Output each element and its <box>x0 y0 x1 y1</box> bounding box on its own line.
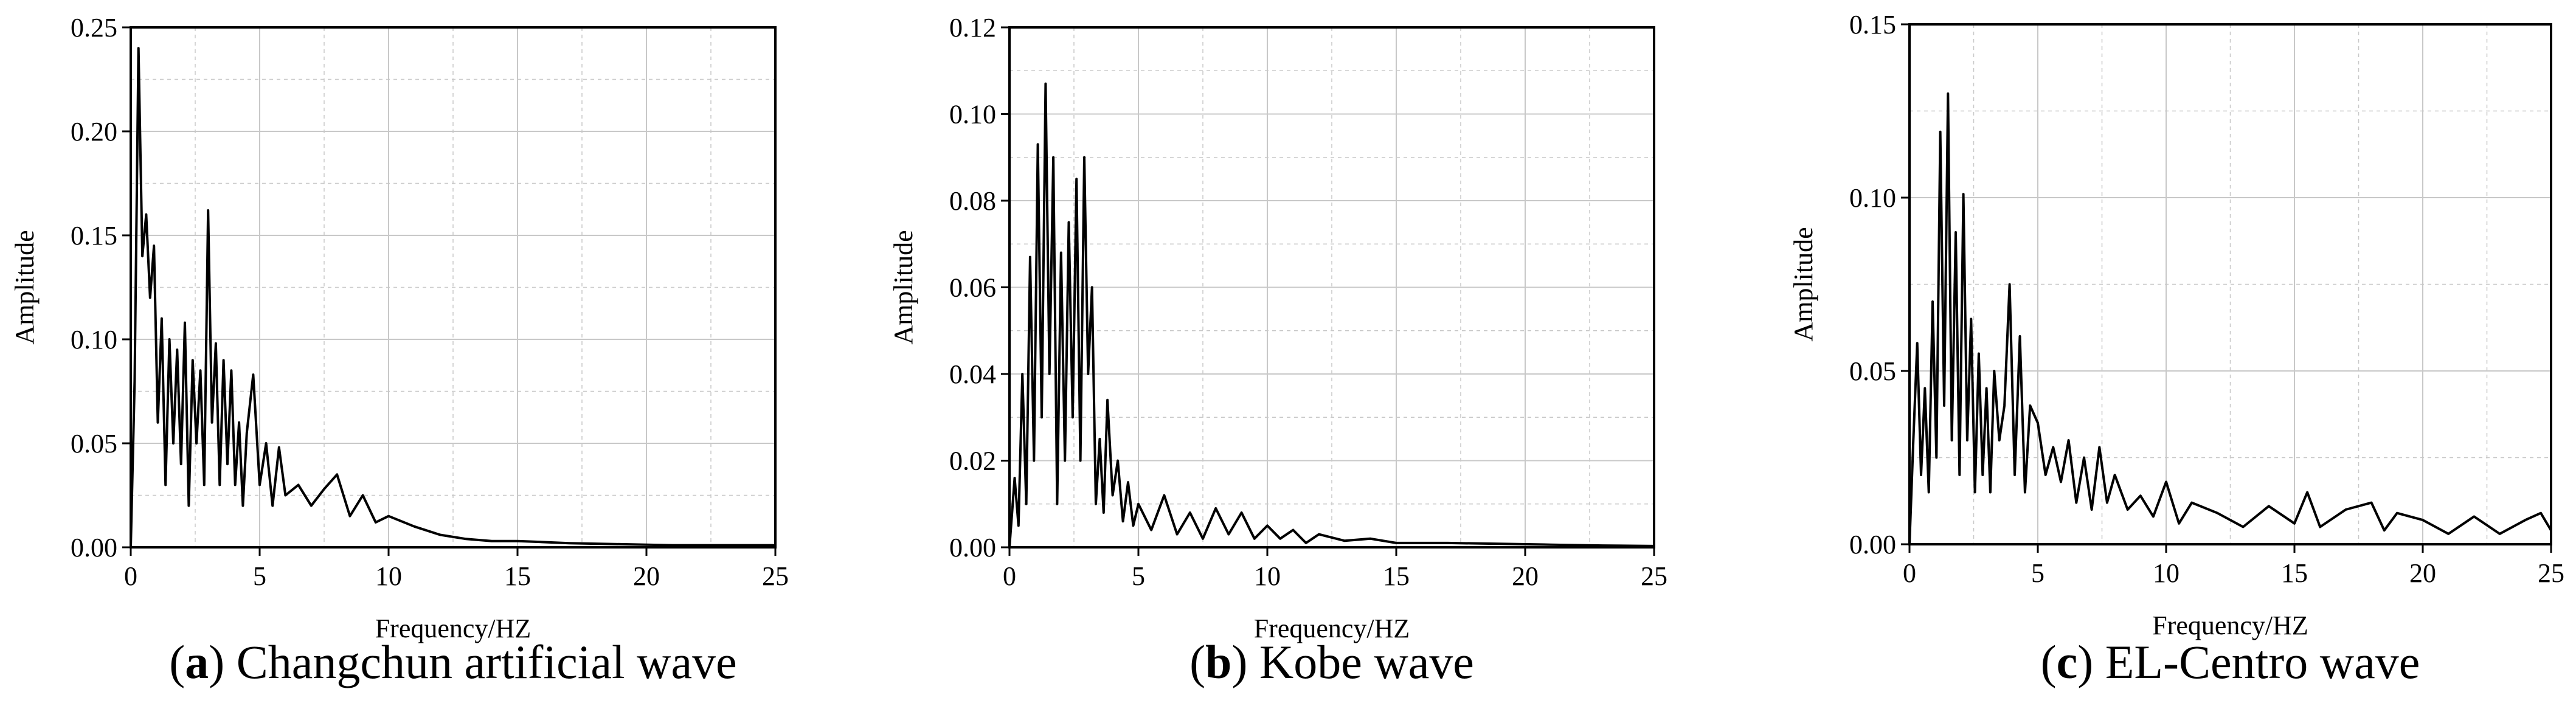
x-axis-title: Frequency/HZ <box>2152 611 2308 640</box>
chart-panel-c: 0 5 10 15 20 25 0.00 0.05 0.10 0.15 Frequency/HZ Am… <box>1788 10 2564 688</box>
series-line <box>1908 92 2552 545</box>
plot-frame <box>130 26 777 549</box>
x-tick-label: 20 <box>633 561 660 591</box>
y-tick-label: 0.00 <box>949 533 996 562</box>
y-tick-label: 0.05 <box>71 429 117 459</box>
x-tick-label: 25 <box>2538 558 2564 588</box>
x-axis-title: Frequency/HZ <box>375 614 531 643</box>
panel-caption: (b) Kobe wave <box>1189 635 1474 688</box>
y-axis-title: Amplitude <box>1788 227 1818 341</box>
y-tick-label: 0.05 <box>1849 356 1896 386</box>
x-tick-label: 0 <box>124 561 137 591</box>
x-tick-label: 25 <box>1641 561 1667 591</box>
x-tick-label: 25 <box>762 561 789 591</box>
x-tick-label: 10 <box>1254 561 1281 591</box>
series-line <box>1008 82 1655 548</box>
y-tick-label: 0.08 <box>949 186 996 216</box>
plot-frame <box>1908 23 2552 545</box>
y-tick-label: 0.06 <box>949 273 996 303</box>
y-axis-title: Amplitude <box>888 230 918 344</box>
x-tick-label: 10 <box>2153 558 2180 588</box>
y-tick-label: 0.04 <box>949 359 996 389</box>
y-tick-label: 0.00 <box>1849 530 1896 559</box>
series-line <box>130 47 775 548</box>
x-tick-label: 15 <box>2281 558 2308 588</box>
chart-panel-a: 0 5 10 15 20 25 0.00 0.05 0.10 0.15 0.20 0.25 Freque… <box>10 13 789 688</box>
y-tick-label: 0.10 <box>1849 183 1896 213</box>
y-tick-label: 0.25 <box>71 13 117 43</box>
y-tick-label: 0.00 <box>71 533 117 562</box>
x-tick-label: 10 <box>375 561 402 591</box>
y-tick-label: 0.15 <box>1849 10 1896 40</box>
x-tick-label: 5 <box>2031 558 2045 588</box>
x-tick-label: 20 <box>2409 558 2436 588</box>
x-tick-label: 15 <box>504 561 531 591</box>
x-tick-label: 5 <box>1132 561 1145 591</box>
chart-panel-b: 0 5 10 15 20 25 0.00 0.02 0.04 0.06 0.08 0.10 0.12 Fr… <box>888 13 1667 688</box>
y-tick-label: 0.10 <box>949 100 996 130</box>
y-axis-title: Amplitude <box>10 230 40 344</box>
y-tick-label: 0.12 <box>949 13 996 43</box>
y-tick-label: 0.02 <box>949 446 996 476</box>
x-tick-label: 5 <box>253 561 266 591</box>
y-tick-label: 0.20 <box>71 117 117 147</box>
x-axis-title: Frequency/HZ <box>1254 614 1410 643</box>
panel-caption: (a) Changchun artificial wave <box>169 635 736 688</box>
panel-caption: (c) EL-Centro wave <box>2041 635 2420 688</box>
x-tick-label: 0 <box>1003 561 1016 591</box>
y-tick-label: 0.10 <box>71 325 117 355</box>
x-tick-label: 0 <box>1903 558 1916 588</box>
y-tick-label: 0.15 <box>71 221 117 251</box>
x-tick-label: 15 <box>1383 561 1410 591</box>
x-tick-label: 20 <box>1512 561 1539 591</box>
